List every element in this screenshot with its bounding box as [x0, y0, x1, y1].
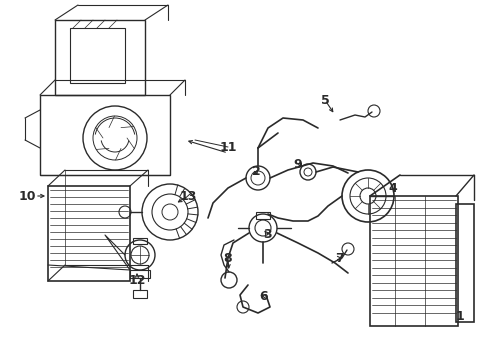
Text: 1: 1 — [456, 310, 465, 323]
Bar — [130, 270, 150, 278]
Text: 8: 8 — [224, 252, 232, 265]
Text: 7: 7 — [336, 252, 344, 265]
Text: 4: 4 — [389, 181, 397, 194]
Text: 13: 13 — [179, 189, 196, 202]
Bar — [55, 20, 145, 95]
Text: 12: 12 — [128, 274, 146, 287]
Bar — [370, 196, 458, 326]
Text: 5: 5 — [320, 94, 329, 107]
Bar — [70, 28, 125, 83]
Text: 9: 9 — [294, 158, 302, 171]
Text: 11: 11 — [219, 140, 237, 153]
Bar — [40, 95, 170, 175]
Text: 6: 6 — [260, 289, 269, 302]
Bar — [48, 186, 130, 281]
Text: 2: 2 — [252, 165, 260, 177]
Bar — [133, 238, 147, 244]
Text: 10: 10 — [18, 189, 36, 202]
Bar — [456, 204, 474, 322]
Bar — [133, 290, 147, 298]
Bar — [256, 212, 270, 219]
Text: 3: 3 — [263, 228, 271, 240]
